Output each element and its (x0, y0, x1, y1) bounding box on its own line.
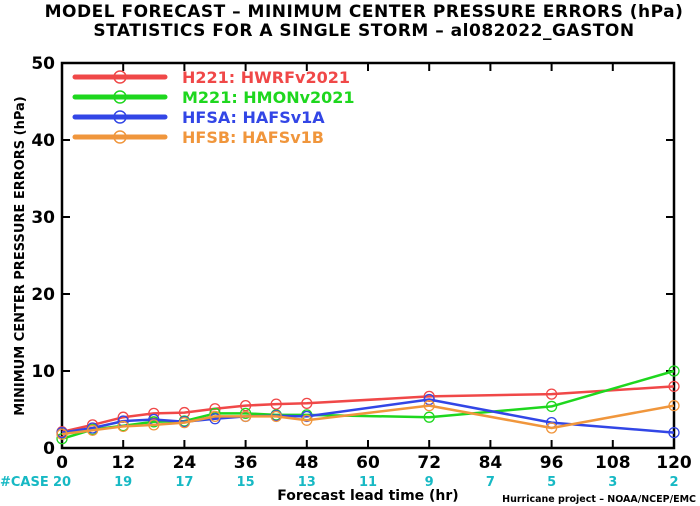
legend-item-hafsv1a: HFSA: HAFSv1A (72, 108, 325, 127)
y-axis-label: MINIMUM CENTER PRESSURE ERRORS (hPa) (13, 96, 28, 416)
legend-label: HFSA: HAFSv1A (182, 108, 325, 127)
data-point (239, 407, 252, 420)
chart-title-line2: STATISTICS FOR A SINGLE STORM – al082022… (93, 21, 634, 41)
data-point (270, 398, 282, 410)
case-count-label: 11 (359, 475, 377, 490)
x-tick-label: 12 (111, 453, 135, 473)
y-tick-label: 30 (31, 208, 55, 228)
data-point (423, 390, 435, 403)
x-tick-label: 96 (540, 453, 564, 473)
data-point (545, 422, 558, 434)
legend-item-hwrfv2021: H221: HWRFv2021 (72, 68, 350, 87)
data-point (86, 424, 99, 436)
data-point (545, 388, 558, 400)
y-tick-label: 50 (31, 54, 55, 74)
case-count-label: 20 (53, 475, 71, 490)
x-tick-label: 36 (234, 453, 258, 473)
data-point (270, 410, 282, 423)
data-point (423, 399, 435, 412)
case-count-label: 15 (237, 475, 255, 490)
legend-label: H221: HWRFv2021 (182, 68, 350, 87)
case-count-label: 9 (425, 475, 434, 490)
x-tick-label: 0 (56, 453, 68, 473)
case-count-label: 2 (669, 475, 678, 490)
data-point (668, 426, 680, 439)
x-tick-label: 72 (417, 453, 441, 473)
series-hmonv2021 (56, 365, 680, 445)
x-tick-label: 84 (479, 453, 503, 473)
case-count-label: 7 (486, 475, 495, 490)
series-hafsv1b (56, 399, 680, 440)
legend-item-hafsv1b: HFSB: HAFSv1B (72, 128, 324, 147)
legend-swatch-marker (113, 90, 127, 104)
legend-label: M221: HMONv2021 (182, 88, 355, 107)
legend-label: HFSB: HAFSv1B (182, 128, 324, 147)
series-line (61, 369, 675, 440)
y-tick-label: 0 (43, 439, 55, 459)
x-tick-label: 48 (295, 453, 319, 473)
legend-swatch-marker (113, 70, 127, 84)
y-tick-label: 40 (31, 131, 55, 151)
legend-swatch-marker (113, 130, 127, 144)
x-tick-label: 60 (356, 453, 380, 473)
y-tick-label: 10 (31, 362, 55, 382)
data-point (117, 420, 129, 433)
data-point (178, 416, 191, 429)
data-point (301, 414, 313, 426)
legend-swatch-marker (113, 110, 127, 124)
data-point (239, 410, 252, 423)
legend-item-hmonv2021: M221: HMONv2021 (72, 88, 355, 107)
x-axis-label: Forecast lead time (hr) (277, 488, 458, 504)
data-point (301, 397, 313, 409)
case-count-label: 19 (114, 475, 132, 490)
data-point (668, 380, 680, 393)
x-tick-label: 108 (595, 453, 631, 473)
plot-frame (60, 61, 676, 450)
data-point (545, 400, 558, 413)
data-point (668, 365, 680, 377)
x-tick-label: 120 (656, 453, 692, 473)
y-tick-label: 20 (31, 285, 55, 305)
x-tick-label: 24 (173, 453, 197, 473)
data-point (209, 410, 221, 423)
case-count-label: 13 (298, 475, 316, 490)
case-count-label: 5 (547, 475, 556, 490)
chart-title-line1: MODEL FORECAST – MINIMUM CENTER PRESSURE… (45, 2, 684, 22)
data-point (668, 399, 680, 412)
case-count-label: 17 (175, 475, 193, 490)
data-point (148, 419, 160, 431)
plot-area: 0102030405002012192417361548136011729847… (31, 54, 692, 490)
case-label: #CASE (0, 475, 49, 490)
case-count-label: 3 (608, 475, 617, 490)
data-point (423, 411, 435, 423)
data-point (56, 428, 68, 440)
data-point (239, 399, 252, 412)
credit-text: Hurricane project – NOAA/NCEP/EMC (502, 494, 696, 505)
